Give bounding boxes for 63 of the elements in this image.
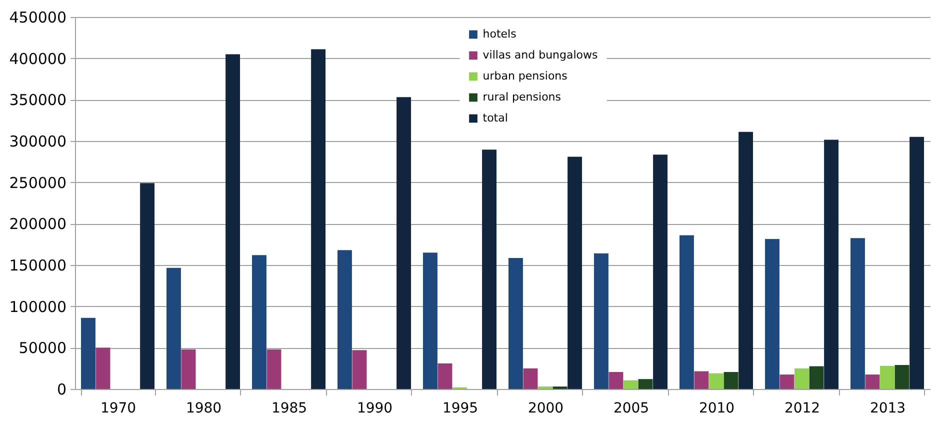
bar — [809, 366, 824, 389]
bar — [337, 250, 352, 389]
legend-label: hotels — [482, 28, 517, 40]
bar — [568, 156, 582, 389]
bar — [894, 365, 910, 389]
x-tick-label: 1985 — [271, 400, 308, 416]
bar — [594, 253, 608, 389]
y-tick-label: 350000 — [9, 91, 66, 110]
x-tick-label: 2005 — [613, 400, 650, 416]
x-tick-label: 1990 — [356, 400, 393, 416]
legend-label: villas and bungalows — [482, 48, 598, 62]
x-tick-label: 2013 — [870, 400, 906, 416]
x-tick-label: 1995 — [442, 400, 478, 416]
legend-label: total — [482, 112, 508, 124]
y-tick-label: 100000 — [9, 298, 66, 316]
bar — [638, 379, 653, 389]
legend-label: urban pensions — [482, 70, 568, 82]
x-tick-label: 1970 — [100, 400, 136, 416]
y-tick-label: 0 — [56, 380, 66, 398]
legend-label: rural pensions — [482, 90, 562, 104]
y-tick-label: 400000 — [9, 50, 66, 68]
x-tick-label: 1980 — [186, 400, 222, 416]
bar — [780, 374, 794, 389]
bar — [738, 132, 754, 389]
bar — [679, 235, 694, 389]
bar — [226, 54, 240, 389]
bar — [794, 368, 809, 389]
bar — [96, 348, 110, 389]
bar — [824, 140, 839, 389]
y-tick-label: 50000 — [18, 339, 66, 358]
bar — [865, 374, 880, 389]
bar — [764, 238, 780, 389]
bar — [694, 371, 709, 389]
bar — [422, 252, 438, 389]
bar — [438, 363, 452, 389]
bar — [880, 366, 894, 389]
bar — [396, 97, 412, 389]
bar — [653, 154, 668, 389]
y-tick-label: 250000 — [9, 174, 66, 192]
bar — [181, 349, 196, 389]
bar — [850, 238, 865, 389]
bar — [252, 255, 266, 389]
y-tick-label: 200000 — [9, 215, 66, 234]
y-tick-label: 450000 — [9, 8, 66, 26]
bar — [482, 150, 497, 389]
x-tick-label: 2000 — [528, 400, 564, 416]
bar — [311, 49, 326, 389]
bar — [608, 372, 624, 389]
bar — [352, 350, 367, 389]
bar — [624, 380, 638, 389]
bar — [724, 372, 738, 389]
bar — [523, 368, 538, 389]
x-tick-label: 2012 — [784, 400, 820, 416]
y-tick-label: 300000 — [9, 132, 66, 150]
bar — [910, 136, 924, 389]
bar — [508, 258, 523, 389]
x-tick-label: 2010 — [698, 400, 735, 416]
bar — [709, 373, 724, 389]
bar — [140, 183, 155, 389]
bar — [80, 318, 96, 389]
bar — [266, 349, 282, 389]
bar — [166, 268, 181, 389]
y-tick-label: 150000 — [9, 256, 66, 274]
